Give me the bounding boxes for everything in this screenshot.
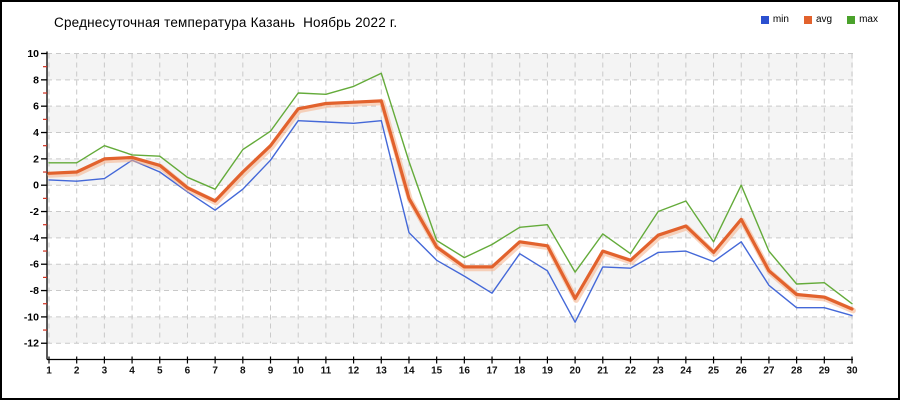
y-tick-label: 0 (33, 180, 39, 192)
y-tick-label: 6 (33, 101, 39, 113)
legend-swatch-max (847, 15, 856, 24)
plot-band (47, 106, 853, 133)
x-tick-label: 13 (376, 366, 388, 377)
x-tick-label: 19 (542, 366, 554, 377)
y-tick-label: 2 (33, 153, 39, 165)
y-tick-label: -12 (24, 338, 39, 350)
x-tick-label: 5 (157, 366, 163, 377)
legend-item-min: min (760, 14, 789, 25)
x-tick-label: 26 (736, 366, 748, 377)
chart-legend: min avg max (760, 14, 878, 25)
x-tick-label: 29 (819, 366, 831, 377)
x-tick-label: 20 (570, 366, 582, 377)
x-tick-label: 8 (240, 366, 246, 377)
x-tick-label: 16 (459, 366, 471, 377)
x-tick-label: 21 (597, 366, 609, 377)
x-tick-label: 1 (46, 366, 52, 377)
x-tick-label: 9 (268, 366, 274, 377)
x-tick-label: 15 (431, 366, 443, 377)
plot-band (47, 316, 853, 344)
y-tick-label: 8 (33, 74, 39, 86)
series-line-avg (47, 99, 854, 311)
y-tick-label: 4 (33, 127, 39, 139)
x-tick-label: 22 (625, 366, 637, 377)
x-tick-label: 10 (293, 366, 305, 377)
x-tick-label: 14 (403, 366, 415, 377)
x-tick-label: 12 (348, 366, 360, 377)
plot-band (47, 290, 853, 317)
legend-label: max (859, 14, 878, 25)
chart-title: Среднесуточная температура Казань Ноябрь… (54, 15, 398, 30)
x-tick-label: 7 (212, 366, 218, 377)
legend-label: avg (815, 14, 833, 25)
y-tick-label: 10 (27, 48, 39, 60)
x-tick-label: 18 (514, 366, 526, 377)
series-line-min (48, 119, 853, 323)
x-tick-label: 17 (486, 366, 498, 377)
x-tick-label: 23 (653, 366, 665, 377)
plot-band (47, 185, 853, 212)
plot-band (47, 211, 853, 238)
y-tick-label: -10 (24, 311, 39, 323)
legend-item-max: max (847, 14, 878, 25)
y-tick-label: -8 (30, 285, 39, 297)
x-tick-label: 25 (708, 366, 720, 377)
x-tick-label: 3 (102, 366, 108, 377)
y-tick-label: -6 (30, 259, 39, 271)
legend-item-avg: avg (803, 14, 833, 25)
legend-swatch-avg (803, 15, 812, 24)
x-tick-label: 2 (74, 366, 80, 377)
plot-band (47, 79, 853, 107)
plot-band (47, 53, 853, 80)
legend-label: min (772, 14, 789, 25)
x-tick-label: 4 (129, 366, 135, 377)
x-tick-label: 28 (791, 366, 803, 377)
y-tick-label: -4 (30, 232, 39, 244)
x-tick-label: 27 (763, 366, 775, 377)
series-line-max (48, 72, 853, 305)
x-tick-label: 30 (846, 366, 858, 377)
x-tick-label: 11 (321, 366, 332, 377)
x-tick-label: 6 (185, 366, 191, 377)
y-tick-label: -2 (30, 206, 39, 218)
x-tick-label: 24 (680, 366, 692, 377)
legend-swatch-min (760, 15, 769, 24)
plot-band (47, 132, 853, 159)
